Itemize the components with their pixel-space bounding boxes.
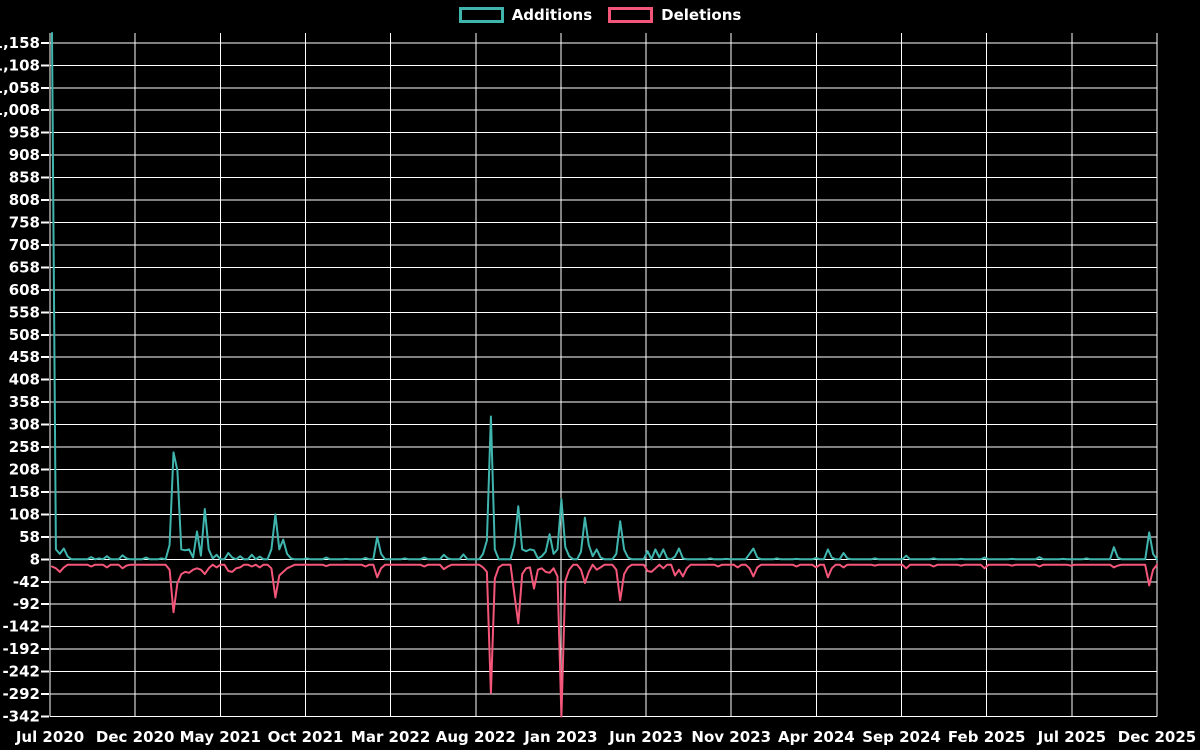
y-tick-label: 658 (9, 258, 40, 276)
y-tick-label: 908 (9, 146, 40, 164)
x-tick-label: Jan 2023 (523, 728, 597, 746)
y-tick-label: -42 (13, 573, 40, 591)
additions-swatch-icon (458, 7, 504, 23)
x-tick-label: Sep 2024 (862, 728, 941, 746)
y-tick-label: 8 (30, 550, 40, 568)
y-tick-label: 58 (19, 528, 40, 546)
x-tick-label: Jun 2023 (608, 728, 683, 746)
y-tick-label: 1,058 (0, 79, 40, 97)
y-tick-label: -292 (2, 685, 40, 703)
x-tick-label: Mar 2022 (351, 728, 430, 746)
y-tick-label: 408 (9, 371, 40, 389)
y-tick-label: 258 (9, 438, 40, 456)
x-tick-label: Apr 2024 (778, 728, 855, 746)
x-tick-label: Jul 2020 (15, 728, 84, 746)
y-tick-label: 358 (9, 393, 40, 411)
deletions-legend-label: Deletions (661, 6, 742, 24)
y-tick-label: 958 (9, 124, 40, 142)
y-tick-label: 1,158 (0, 34, 40, 52)
x-tick-label: Feb 2025 (948, 728, 1026, 746)
y-tick-label: -92 (13, 595, 40, 613)
y-tick-label: -192 (2, 640, 40, 658)
y-tick-label: -142 (2, 618, 40, 636)
y-tick-label: 758 (9, 214, 40, 232)
y-tick-label: 308 (9, 416, 40, 434)
series-line-deletions (51, 563, 1158, 718)
y-tick-label: 558 (9, 303, 40, 321)
y-tick-label: 858 (9, 169, 40, 187)
y-tick-label: 208 (9, 461, 40, 479)
y-tick-label: 108 (9, 505, 40, 523)
legend-item-additions[interactable]: Additions (458, 6, 593, 24)
x-tick-label: Dec 2025 (1118, 728, 1197, 746)
y-tick-label: 608 (9, 281, 40, 299)
y-tick-label: 1,008 (0, 101, 40, 119)
y-tick-label: -342 (2, 708, 40, 726)
y-tick-label: 808 (9, 191, 40, 209)
y-tick-label: 508 (9, 326, 40, 344)
x-tick-label: Jul 2025 (1037, 728, 1106, 746)
y-tick-label: 158 (9, 483, 40, 501)
x-tick-label: Oct 2021 (268, 728, 344, 746)
x-tick-label: Nov 2023 (691, 728, 771, 746)
additions-legend-label: Additions (511, 6, 593, 24)
y-tick-label: -242 (2, 663, 40, 681)
y-tick-label: 1,108 (0, 56, 40, 74)
x-tick-label: Aug 2022 (436, 728, 516, 746)
chart-legend: Additions Deletions (0, 7, 1200, 23)
legend-item-deletions[interactable]: Deletions (608, 7, 741, 23)
series-line-additions (51, 32, 1158, 561)
deletions-swatch-icon (608, 7, 654, 23)
y-tick-label: 458 (9, 348, 40, 366)
x-tick-label: Dec 2020 (96, 728, 175, 746)
x-tick-label: May 2021 (180, 728, 261, 746)
y-tick-label: 708 (9, 236, 40, 254)
